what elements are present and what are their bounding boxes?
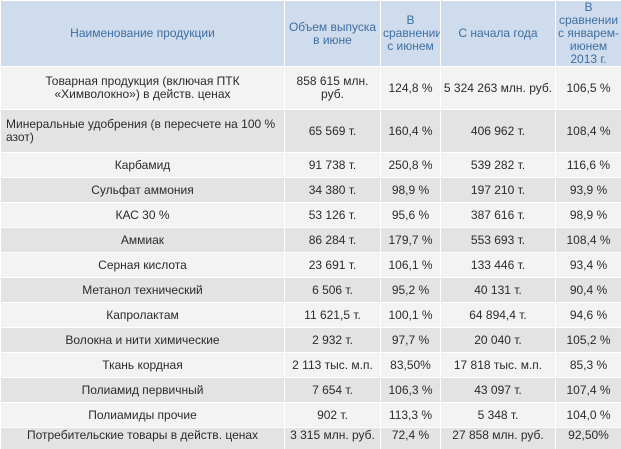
vs-jan-jun-2013: 94,6 %	[555, 302, 621, 328]
june-output: 23 691 т.	[284, 252, 381, 278]
year-to-date: 5 348 т.	[440, 402, 556, 428]
product-name: Товарная продукция (включая ПТК «Химволо…	[0, 66, 285, 110]
june-output: 858 615 млн. руб.	[284, 66, 381, 110]
vs-june: 124,8 %	[380, 66, 441, 110]
june-output: 91 738 т.	[284, 152, 381, 178]
june-output: 3 315 млн. руб.	[284, 427, 381, 449]
june-output: 34 380 т.	[284, 177, 381, 203]
vs-june: 100,1 %	[380, 302, 441, 328]
year-to-date: 133 446 т.	[440, 252, 556, 278]
vs-jan-jun-2013: 106,5 %	[555, 66, 621, 110]
vs-june: 72,4 %	[380, 427, 441, 449]
vs-jan-jun-2013: 107,4 %	[555, 377, 621, 403]
vs-june: 160,4 %	[380, 109, 441, 153]
vs-jan-jun-2013: 92,50%	[555, 427, 621, 449]
table-row: Минеральные удобрения (в пересчете на 10…	[0, 109, 621, 153]
june-output: 7 654 т.	[284, 377, 381, 403]
table-row: Капролактам 11 621,5 т. 100,1 % 64 894,4…	[0, 302, 621, 328]
year-to-date: 20 040 т.	[440, 327, 556, 353]
june-output: 11 621,5 т.	[284, 302, 381, 328]
table-row: Карбамид 91 738 т. 250,8 % 539 282 т. 11…	[0, 152, 621, 178]
year-to-date: 387 616 т.	[440, 202, 556, 228]
header-product-name: Наименование продукции	[0, 0, 285, 67]
year-to-date: 17 818 тыс. м.п.	[440, 352, 556, 378]
table-row: Сульфат аммония 34 380 т. 98,9 % 197 210…	[0, 177, 621, 203]
product-name: Потребительские товары в действ. ценах	[0, 427, 285, 449]
table-row: Товарная продукция (включая ПТК «Химволо…	[0, 66, 621, 110]
product-name: Сульфат аммония	[0, 177, 285, 203]
vs-june: 98,9 %	[380, 177, 441, 203]
vs-jan-jun-2013: 90,4 %	[555, 277, 621, 303]
vs-june: 106,1 %	[380, 252, 441, 278]
product-name: Метанол технический	[0, 277, 285, 303]
vs-june: 250,8 %	[380, 152, 441, 178]
vs-jan-jun-2013: 93,4 %	[555, 252, 621, 278]
vs-june: 113,3 %	[380, 402, 441, 428]
year-to-date: 64 894,4 т.	[440, 302, 556, 328]
product-name: Серная кислота	[0, 252, 285, 278]
product-name: Минеральные удобрения (в пересчете на 10…	[0, 109, 285, 153]
table-row: Волокна и нити химические 2 932 т. 97,7 …	[0, 327, 621, 353]
june-output: 86 284 т.	[284, 227, 381, 253]
table-row: Потребительские товары в действ. ценах 3…	[0, 427, 621, 449]
year-to-date: 43 097 т.	[440, 377, 556, 403]
header-row: Наименование продукции Объем выпуска в и…	[0, 0, 621, 67]
product-name: Аммиак	[0, 227, 285, 253]
vs-june: 97,7 %	[380, 327, 441, 353]
table-row: Полиамид первичный 7 654 т. 106,3 % 43 0…	[0, 377, 621, 403]
june-output: 2 932 т.	[284, 327, 381, 353]
product-name: Полиамид первичный	[0, 377, 285, 403]
vs-june: 95,2 %	[380, 277, 441, 303]
product-name: Волокна и нити химические	[0, 327, 285, 353]
year-to-date: 197 210 т.	[440, 177, 556, 203]
june-output: 65 569 т.	[284, 109, 381, 153]
header-vs-jan-jun-2013: В сравнении с январем-июнем 2013 г.	[555, 0, 621, 67]
vs-june: 95,6 %	[380, 202, 441, 228]
product-name: Ткань кордная	[0, 352, 285, 378]
vs-june: 179,7 %	[380, 227, 441, 253]
year-to-date: 553 693 т.	[440, 227, 556, 253]
vs-jan-jun-2013: 98,9 %	[555, 202, 621, 228]
june-output: 53 126 т.	[284, 202, 381, 228]
vs-jan-jun-2013: 116,6 %	[555, 152, 621, 178]
table-row: Серная кислота 23 691 т. 106,1 % 133 446…	[0, 252, 621, 278]
table-row: Аммиак 86 284 т. 179,7 % 553 693 т. 108,…	[0, 227, 621, 253]
table-row: Полиамиды прочие 902 т. 113,3 % 5 348 т.…	[0, 402, 621, 428]
june-output: 6 506 т.	[284, 277, 381, 303]
vs-jan-jun-2013: 104,0 %	[555, 402, 621, 428]
year-to-date: 40 131 т.	[440, 277, 556, 303]
header-year-to-date: С начала года	[440, 0, 556, 67]
vs-jan-jun-2013: 105,2 %	[555, 327, 621, 353]
year-to-date: 539 282 т.	[440, 152, 556, 178]
table-row: КАС 30 % 53 126 т. 95,6 % 387 616 т. 98,…	[0, 202, 621, 228]
vs-june: 106,3 %	[380, 377, 441, 403]
vs-jan-jun-2013: 108,4 %	[555, 109, 621, 153]
table-row: Ткань кордная 2 113 тыс. м.п. 83,50% 17 …	[0, 352, 621, 378]
vs-june: 83,50%	[380, 352, 441, 378]
product-name: КАС 30 %	[0, 202, 285, 228]
year-to-date: 406 962 т.	[440, 109, 556, 153]
year-to-date: 5 324 263 млн. руб.	[440, 66, 556, 110]
product-name: Карбамид	[0, 152, 285, 178]
vs-jan-jun-2013: 108,4 %	[555, 227, 621, 253]
product-name: Капролактам	[0, 302, 285, 328]
product-name: Полиамиды прочие	[0, 402, 285, 428]
header-june-output: Объем выпуска в июне	[284, 0, 381, 67]
june-output: 2 113 тыс. м.п.	[284, 352, 381, 378]
june-output: 902 т.	[284, 402, 381, 428]
vs-jan-jun-2013: 85,3 %	[555, 352, 621, 378]
table-row: Метанол технический 6 506 т. 95,2 % 40 1…	[0, 277, 621, 303]
year-to-date: 27 858 млн. руб.	[440, 427, 556, 449]
header-vs-june: В сравнении с июнем	[380, 0, 441, 67]
vs-jan-jun-2013: 93,9 %	[555, 177, 621, 203]
